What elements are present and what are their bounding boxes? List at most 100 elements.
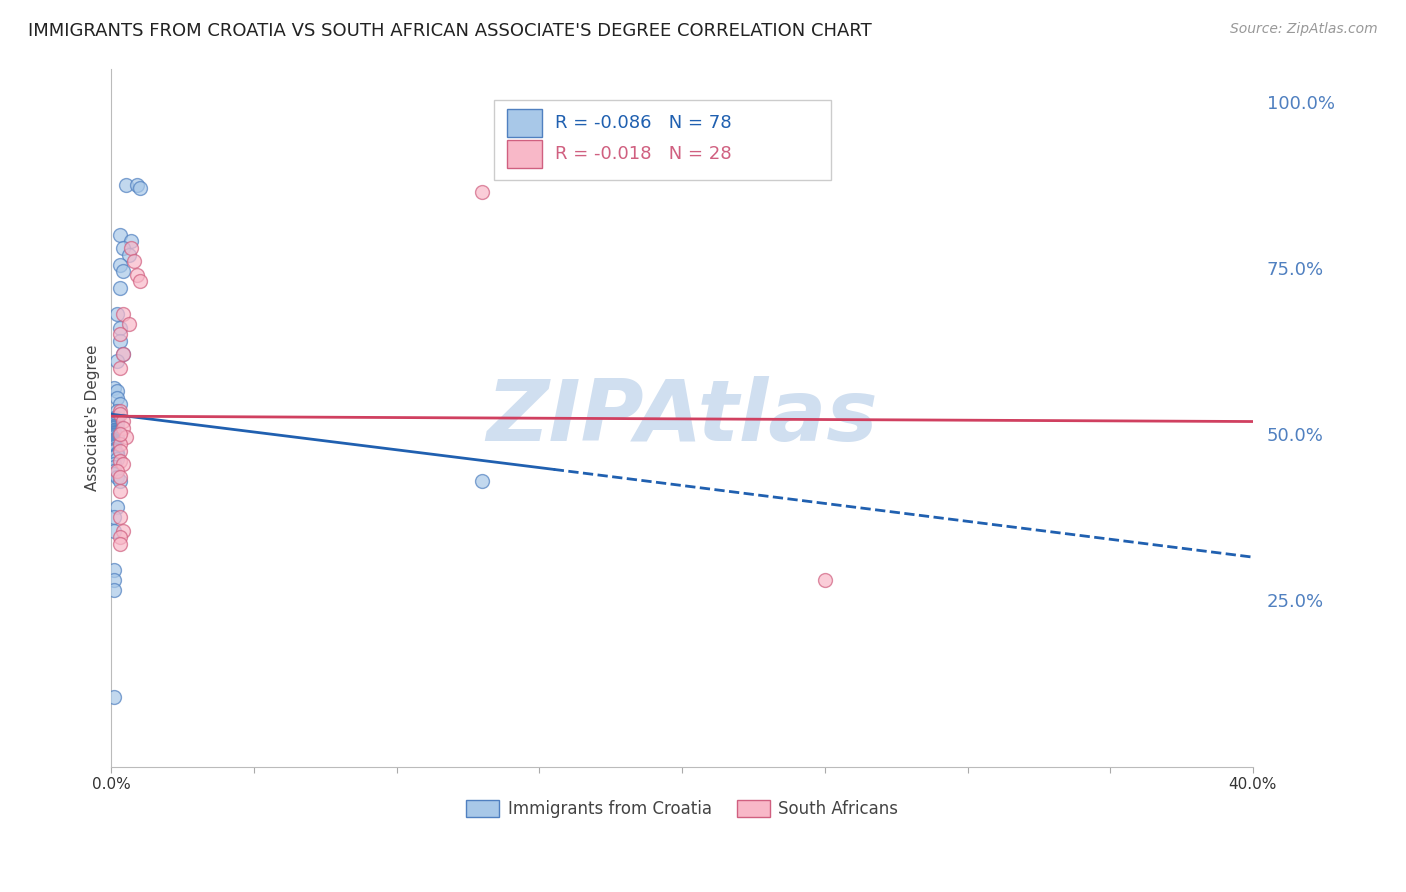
Point xyxy=(103,425,125,439)
Point xyxy=(129,181,152,195)
Point xyxy=(108,327,131,342)
Point xyxy=(103,428,125,442)
Point xyxy=(103,423,125,437)
Point xyxy=(103,438,125,452)
Point xyxy=(105,425,128,439)
Point xyxy=(103,427,125,442)
Point xyxy=(105,414,128,428)
Text: ZIPAtlas: ZIPAtlas xyxy=(486,376,877,459)
Point xyxy=(120,241,142,255)
Point xyxy=(103,457,125,471)
Point xyxy=(103,410,125,425)
Point xyxy=(105,417,128,432)
Point xyxy=(108,510,131,524)
Point xyxy=(103,574,125,588)
Point xyxy=(105,432,128,446)
Point xyxy=(122,254,145,268)
Point xyxy=(108,427,131,442)
Point xyxy=(108,537,131,551)
Point xyxy=(103,421,125,435)
Point xyxy=(127,178,149,192)
Point xyxy=(103,412,125,426)
Point xyxy=(105,354,128,368)
Point xyxy=(103,564,125,578)
Point xyxy=(105,446,128,460)
Point xyxy=(108,320,131,334)
Point xyxy=(108,258,131,272)
Point xyxy=(111,347,134,361)
Point xyxy=(108,454,131,468)
Point xyxy=(108,397,131,411)
Point xyxy=(103,435,125,450)
Point xyxy=(111,264,134,278)
Point xyxy=(105,404,128,418)
Point xyxy=(814,574,837,588)
Point xyxy=(108,437,131,451)
Point xyxy=(103,450,125,464)
Point xyxy=(111,524,134,538)
Point xyxy=(108,407,131,421)
Point xyxy=(103,435,125,450)
Point xyxy=(105,308,128,322)
Point xyxy=(129,274,152,288)
Text: R = -0.086   N = 78: R = -0.086 N = 78 xyxy=(555,114,733,132)
Bar xyxy=(508,109,541,137)
Point xyxy=(471,185,494,199)
Point xyxy=(108,443,131,458)
Point xyxy=(103,426,125,441)
Point xyxy=(103,464,125,478)
Point xyxy=(108,474,131,488)
Point xyxy=(103,437,125,451)
Point xyxy=(105,410,128,425)
Point xyxy=(103,419,125,434)
Point xyxy=(105,413,128,427)
Point xyxy=(108,281,131,295)
Point xyxy=(103,442,125,456)
Point xyxy=(108,360,131,375)
Text: IMMIGRANTS FROM CROATIA VS SOUTH AFRICAN ASSOCIATE'S DEGREE CORRELATION CHART: IMMIGRANTS FROM CROATIA VS SOUTH AFRICAN… xyxy=(28,22,872,40)
Point xyxy=(105,391,128,405)
Point xyxy=(108,227,131,242)
Point xyxy=(117,318,139,332)
Point xyxy=(111,414,134,428)
Point xyxy=(103,430,125,444)
Point xyxy=(103,415,125,429)
Point xyxy=(105,449,128,463)
Point xyxy=(114,178,136,192)
Y-axis label: Associate's Degree: Associate's Degree xyxy=(86,344,100,491)
Point xyxy=(111,241,134,255)
Bar xyxy=(494,100,831,180)
Point xyxy=(103,439,125,453)
Point xyxy=(103,460,125,475)
Point xyxy=(111,308,134,322)
Point xyxy=(103,425,125,440)
Point xyxy=(471,474,494,488)
Point xyxy=(103,418,125,433)
Point xyxy=(103,424,125,438)
Point xyxy=(111,347,134,361)
Point xyxy=(105,422,128,436)
Point xyxy=(103,443,125,458)
Point xyxy=(108,483,131,498)
Point xyxy=(103,381,125,395)
Point xyxy=(103,524,125,538)
Point xyxy=(105,447,128,461)
Text: Source: ZipAtlas.com: Source: ZipAtlas.com xyxy=(1230,22,1378,37)
Text: R = -0.018   N = 28: R = -0.018 N = 28 xyxy=(555,145,733,163)
Point xyxy=(105,464,128,478)
Point xyxy=(103,433,125,447)
Point xyxy=(108,404,131,418)
Point xyxy=(103,420,125,434)
Point xyxy=(117,247,139,261)
Point xyxy=(111,457,134,471)
Point xyxy=(103,417,125,432)
Point xyxy=(105,384,128,398)
Legend: Immigrants from Croatia, South Africans: Immigrants from Croatia, South Africans xyxy=(460,793,905,824)
Point xyxy=(127,268,149,282)
Point xyxy=(120,235,142,249)
Point xyxy=(103,434,125,448)
Bar xyxy=(508,140,541,169)
Point xyxy=(105,452,128,467)
Point xyxy=(105,500,128,515)
Point xyxy=(108,470,131,484)
